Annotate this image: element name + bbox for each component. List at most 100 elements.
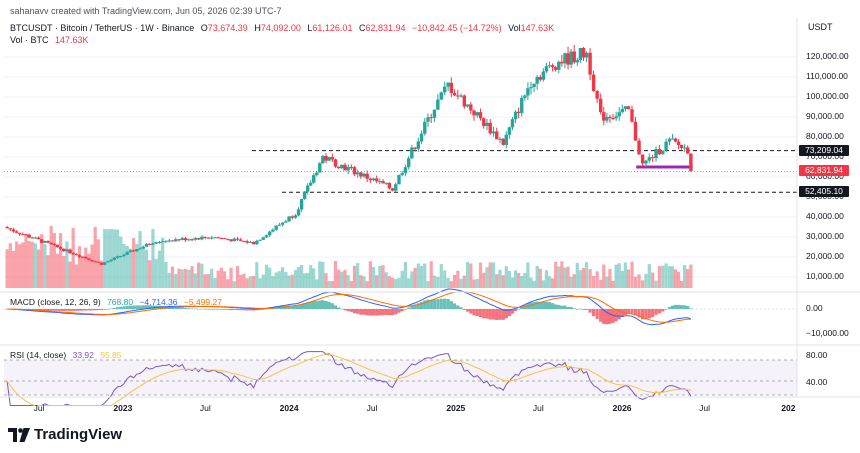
candle[interactable] bbox=[523, 94, 527, 101]
candle[interactable] bbox=[268, 230, 272, 237]
rsi-pane[interactable] bbox=[4, 351, 797, 406]
candle[interactable] bbox=[144, 242, 149, 247]
candle[interactable] bbox=[87, 258, 91, 261]
candle[interactable] bbox=[544, 62, 549, 74]
candle[interactable] bbox=[462, 94, 467, 109]
candle[interactable] bbox=[229, 238, 233, 242]
candle[interactable] bbox=[84, 256, 88, 259]
candle[interactable] bbox=[501, 138, 505, 146]
candle[interactable] bbox=[436, 94, 440, 111]
candle[interactable] bbox=[400, 170, 404, 177]
candle[interactable] bbox=[226, 238, 230, 241]
candle[interactable] bbox=[563, 52, 567, 69]
candle[interactable] bbox=[446, 82, 450, 92]
candle[interactable] bbox=[46, 240, 50, 244]
candle[interactable] bbox=[340, 164, 344, 170]
candle[interactable] bbox=[667, 137, 672, 146]
candle[interactable] bbox=[49, 242, 53, 245]
candle[interactable] bbox=[588, 48, 592, 81]
candle[interactable] bbox=[513, 110, 518, 123]
candle[interactable] bbox=[535, 75, 539, 90]
candle[interactable] bbox=[626, 105, 631, 110]
candle[interactable] bbox=[381, 178, 385, 184]
candle[interactable] bbox=[630, 105, 634, 123]
candle[interactable] bbox=[251, 241, 256, 245]
macd-legend[interactable]: MACD (close, 12, 26, 9) 768.80 −4,714.36… bbox=[10, 297, 222, 307]
candle[interactable] bbox=[679, 144, 684, 150]
candle[interactable] bbox=[30, 236, 34, 239]
candle[interactable] bbox=[598, 93, 603, 115]
candle[interactable] bbox=[308, 179, 313, 187]
candle[interactable] bbox=[277, 222, 282, 226]
candle[interactable] bbox=[68, 248, 72, 255]
candle[interactable] bbox=[324, 152, 328, 164]
candle[interactable] bbox=[58, 246, 63, 250]
candle[interactable] bbox=[410, 145, 414, 160]
candle[interactable] bbox=[452, 89, 457, 97]
candle[interactable] bbox=[5, 225, 9, 229]
candle[interactable] bbox=[374, 175, 379, 184]
candle[interactable] bbox=[650, 154, 655, 163]
candle[interactable] bbox=[538, 74, 542, 82]
candle[interactable] bbox=[355, 169, 360, 178]
candle[interactable] bbox=[633, 116, 638, 141]
candle[interactable] bbox=[248, 240, 253, 243]
candle[interactable] bbox=[235, 236, 240, 242]
candle[interactable] bbox=[640, 154, 645, 167]
candle[interactable] bbox=[122, 253, 126, 257]
candle[interactable] bbox=[413, 147, 417, 152]
candle[interactable] bbox=[384, 182, 388, 185]
candle[interactable] bbox=[469, 102, 473, 115]
candle[interactable] bbox=[595, 90, 599, 104]
candle[interactable] bbox=[102, 261, 107, 266]
candle[interactable] bbox=[290, 215, 294, 220]
candle[interactable] bbox=[167, 238, 171, 243]
candle[interactable] bbox=[553, 65, 558, 72]
candle[interactable] bbox=[65, 248, 69, 253]
candle[interactable] bbox=[416, 137, 421, 152]
candle[interactable] bbox=[11, 227, 16, 233]
candle[interactable] bbox=[349, 164, 354, 170]
candle[interactable] bbox=[475, 111, 479, 118]
candle[interactable] bbox=[547, 61, 552, 68]
candle[interactable] bbox=[516, 107, 521, 119]
candle[interactable] bbox=[312, 172, 316, 184]
candle[interactable] bbox=[115, 255, 120, 259]
candle[interactable] bbox=[21, 232, 25, 236]
candle[interactable] bbox=[676, 139, 681, 150]
candle[interactable] bbox=[280, 222, 285, 227]
candle[interactable] bbox=[439, 91, 443, 101]
candle[interactable] bbox=[432, 109, 437, 122]
candle[interactable] bbox=[180, 236, 184, 241]
candle[interactable] bbox=[333, 158, 338, 168]
candle[interactable] bbox=[429, 113, 433, 124]
candle[interactable] bbox=[346, 164, 350, 174]
tradingview-logo[interactable]: TradingView bbox=[8, 426, 122, 443]
candle[interactable] bbox=[305, 183, 310, 195]
candle[interactable] bbox=[488, 119, 492, 135]
candle[interactable] bbox=[510, 116, 515, 131]
candle[interactable] bbox=[200, 235, 204, 241]
candle[interactable] bbox=[336, 166, 341, 170]
candle[interactable] bbox=[495, 127, 499, 140]
candle[interactable] bbox=[637, 138, 641, 155]
candle[interactable] bbox=[24, 233, 28, 236]
candle[interactable] bbox=[507, 126, 512, 139]
candle[interactable] bbox=[397, 174, 401, 185]
candle[interactable] bbox=[255, 239, 259, 246]
rsi-legend[interactable]: RSI (14, close) 33.92 55.85 bbox=[10, 350, 122, 360]
candle[interactable] bbox=[8, 228, 12, 232]
candle[interactable] bbox=[36, 236, 41, 240]
candle[interactable] bbox=[403, 164, 408, 177]
candle[interactable] bbox=[426, 113, 430, 127]
candle[interactable] bbox=[287, 216, 291, 223]
candle[interactable] bbox=[394, 182, 398, 192]
macd-pane[interactable] bbox=[4, 288, 797, 326]
candle[interactable] bbox=[232, 237, 236, 242]
candle[interactable] bbox=[647, 153, 652, 163]
candle[interactable] bbox=[498, 137, 502, 144]
candle[interactable] bbox=[74, 253, 79, 256]
candle[interactable] bbox=[365, 170, 369, 183]
candle[interactable] bbox=[578, 47, 583, 64]
candle[interactable] bbox=[378, 178, 382, 185]
